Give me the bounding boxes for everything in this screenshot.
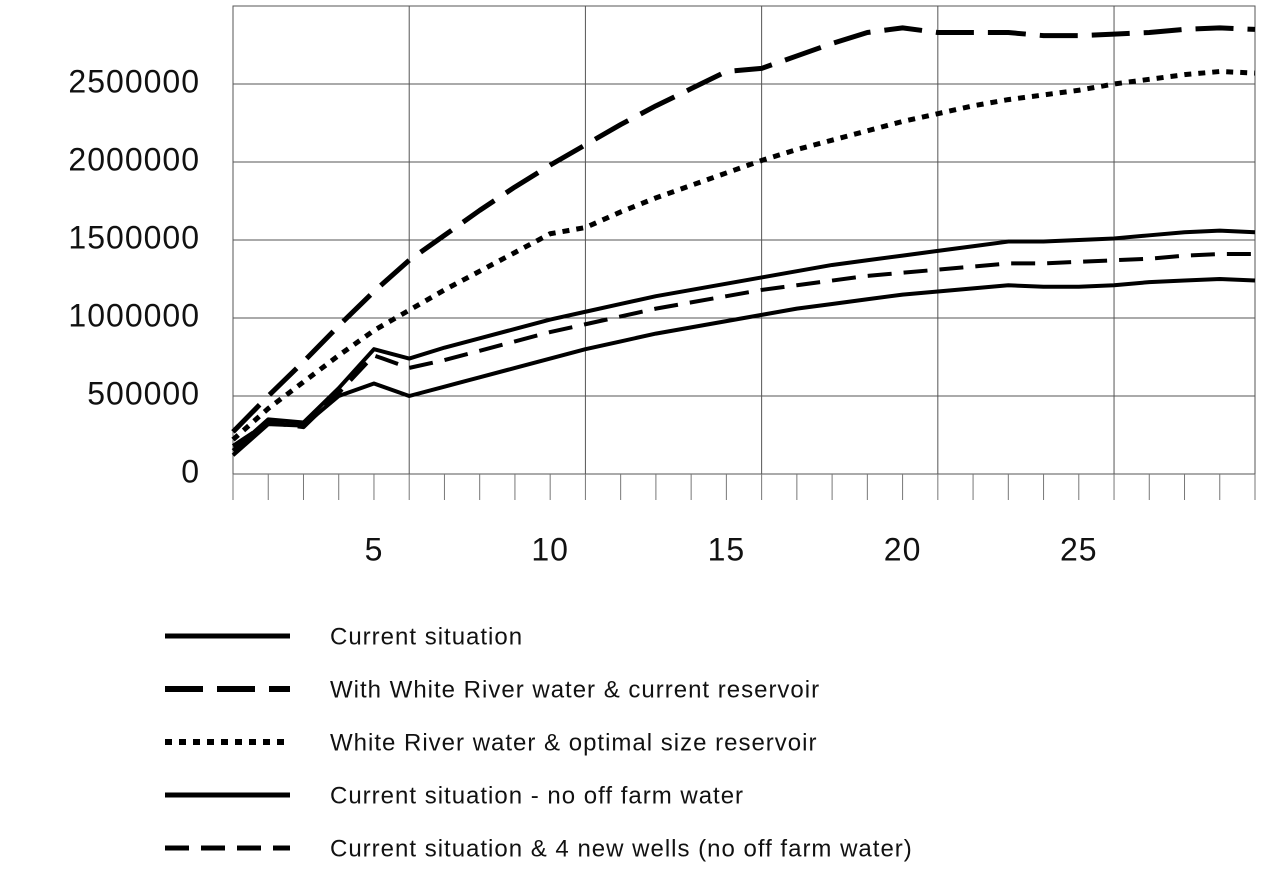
legend-label: White River water & optimal size reservo… (330, 729, 817, 756)
x-tick-label: 15 (708, 531, 746, 567)
y-tick-label: 1000000 (68, 297, 200, 333)
x-tick-label: 25 (1060, 531, 1098, 567)
x-tick-label: 5 (365, 531, 384, 567)
x-tick-label: 10 (531, 531, 569, 567)
y-tick-label: 0 (181, 453, 200, 489)
y-tick-label: 2500000 (68, 63, 200, 99)
x-tick-label: 20 (884, 531, 922, 567)
series-line (231, 69, 1256, 442)
series-line (231, 277, 1256, 457)
series-line (231, 25, 1256, 434)
legend-label: With White River water & current reservo… (330, 676, 820, 703)
legend-label: Current situation & 4 new wells (no off … (330, 835, 913, 862)
series-line (231, 252, 1255, 448)
legend-label: Current situation - no off farm water (330, 782, 744, 809)
y-tick-label: 500000 (87, 375, 200, 411)
y-tick-label: 2000000 (68, 141, 200, 177)
legend-label: Current situation (330, 623, 523, 650)
series-line (231, 228, 1256, 453)
y-tick-label: 1500000 (68, 219, 200, 255)
